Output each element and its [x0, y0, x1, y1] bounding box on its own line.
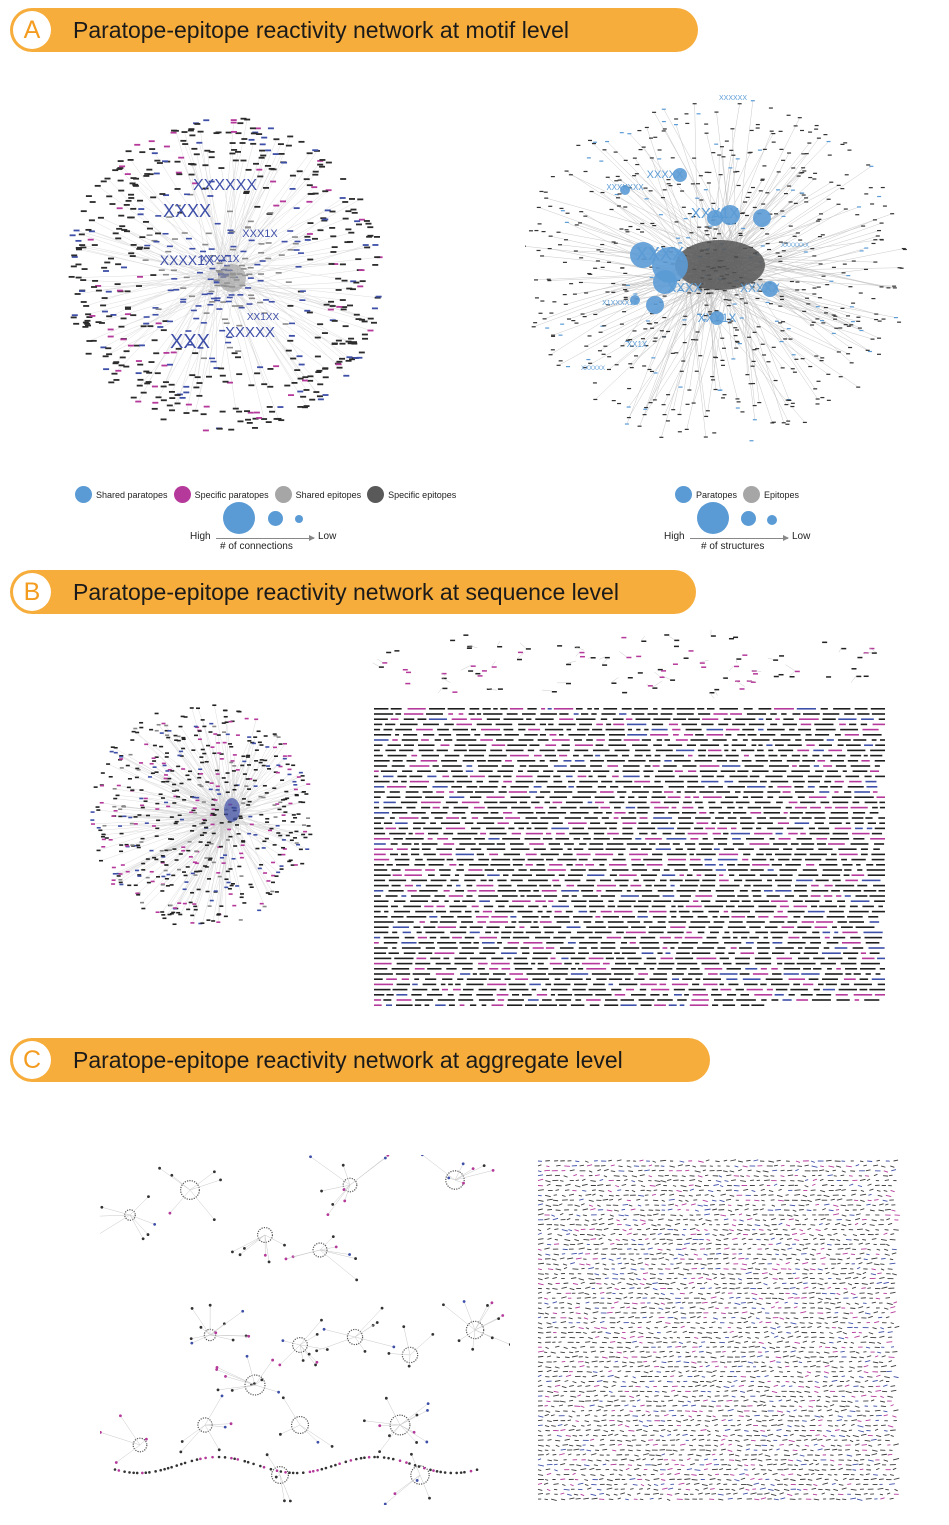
motif-label: XXXXXX [719, 95, 747, 102]
legend-structures: Paratopes Epitopes [675, 486, 805, 503]
size-scale-low-label: Low [792, 531, 811, 542]
size-circle-small [295, 515, 303, 523]
components [100, 1155, 510, 1505]
aggregate-network-grid [537, 1159, 900, 1501]
size-scale-caption: # of structures [701, 541, 765, 552]
legend-label: Specific paratopes [194, 489, 269, 500]
legend-item: Epitopes [743, 486, 799, 503]
legend-swatch [274, 486, 292, 503]
size-circle-small [767, 515, 777, 525]
motif-label: XX1XX [247, 312, 280, 323]
edges [92, 705, 311, 924]
panel-a-title: Paratope-epitope reactivity network at m… [73, 16, 570, 43]
legend-item: Paratopes [675, 486, 737, 503]
motif-label: XXX1X [242, 228, 278, 240]
size-circle-large [223, 502, 255, 534]
motif-label: XXXXXX [193, 177, 257, 194]
legend-swatch [675, 486, 692, 503]
size-scale-low-label: Low [318, 531, 337, 542]
legend-label: Paratopes [696, 489, 738, 500]
size-scale-arrow [216, 535, 315, 541]
panel-b-letter: B [13, 573, 51, 611]
legend-swatch [367, 486, 385, 503]
motif-label: XXXXXXX [606, 183, 644, 192]
legend-item: Shared epitopes [274, 486, 362, 503]
motif-label: XXXX1X [160, 252, 215, 268]
motif-label: XX1X [627, 340, 648, 349]
legend-item: Shared paratopes [75, 486, 168, 503]
motif-label: XXX1X [691, 205, 739, 222]
legend-item: Specific paratopes [173, 486, 269, 503]
motif-label: XXX1X [698, 311, 737, 325]
motif-label: X1XXXX1X [602, 300, 638, 307]
motif-label: XXXX [668, 280, 703, 295]
panel-c-header: C Paratope-epitope reactivity network at… [10, 1038, 710, 1082]
motif-label: XXXX [636, 244, 684, 264]
size-circle-large [697, 502, 729, 534]
size-circle-medium [741, 511, 756, 526]
nodes [525, 100, 907, 442]
sequence-network-hairball [90, 704, 313, 926]
panel-b-title: Paratope-epitope reactivity network at s… [73, 578, 619, 605]
size-scale-caption: # of connections [220, 541, 293, 552]
panel-c-letter: C [13, 1041, 51, 1079]
legend-swatch [173, 486, 191, 503]
sequence-network-components [372, 629, 885, 1006]
nodes [90, 704, 313, 926]
components [537, 1159, 900, 1501]
legend-item: Specific epitopes [367, 486, 456, 503]
panel-b-header: B Paratope-epitope reactivity network at… [10, 570, 696, 614]
panel-a-letter: A [13, 11, 51, 49]
legend-connections: Shared paratopes Specific paratopes Shared… [75, 486, 462, 503]
aggregate-network-left [100, 1155, 510, 1505]
panel-c-title: Paratope-epitope reactivity network at a… [73, 1046, 623, 1073]
panel-a-header: A Paratope-epitope reactivity network at… [10, 8, 698, 52]
motif-label: XXXX [163, 201, 211, 221]
size-scale-structures: High Low # of structures [664, 500, 834, 552]
motif-label: XXXXX [647, 169, 684, 181]
motif-label: XXXXXXX [781, 243, 809, 249]
legend-label: Specific epitopes [388, 489, 457, 500]
motif-label: XXXXXX [581, 366, 605, 372]
legend-label: Shared paratopes [96, 489, 168, 500]
legend-label: Shared epitopes [295, 489, 362, 500]
size-scale-arrow [690, 535, 789, 541]
size-scale-connections: High Low # of connections [190, 500, 360, 552]
motif-label: XXXX1X [201, 254, 240, 265]
motif-label: XXXXX [740, 281, 780, 295]
size-circle-medium [268, 511, 283, 526]
motif-label: XXXXX [225, 324, 275, 341]
legend-swatch [75, 486, 92, 503]
nodes [68, 117, 383, 432]
legend-swatch [743, 486, 761, 503]
components [372, 629, 885, 1006]
size-scale-high-label: High [664, 531, 685, 542]
motif-label: XXX [170, 331, 210, 353]
legend-label: Epitopes [764, 489, 800, 500]
size-scale-high-label: High [190, 531, 211, 542]
